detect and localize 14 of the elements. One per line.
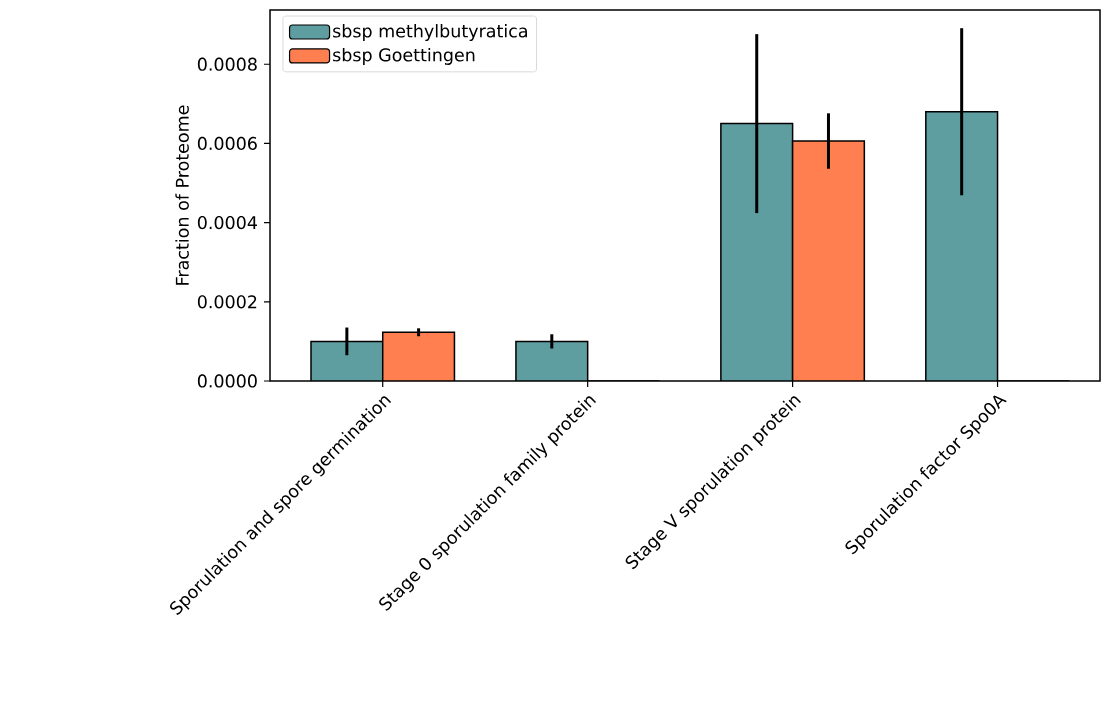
legend-label: sbsp methylbutyratica [333,24,527,41]
bar [382,332,455,381]
legend-label: sbsp Goettingen [333,47,475,65]
bar [720,122,794,381]
y-tick-label: 0.0008 [197,57,257,71]
bar [791,140,866,381]
y-tick-label: 0.0000 [197,374,257,388]
y-tick-label: 0.0006 [197,136,257,151]
y-axis-title: Fraction of Proteome [175,105,189,285]
bar [515,340,589,381]
bar [311,341,383,381]
y-tick-label: 0.0002 [197,295,257,309]
bar [925,110,999,381]
y-tick-label: 0.0004 [197,215,257,230]
